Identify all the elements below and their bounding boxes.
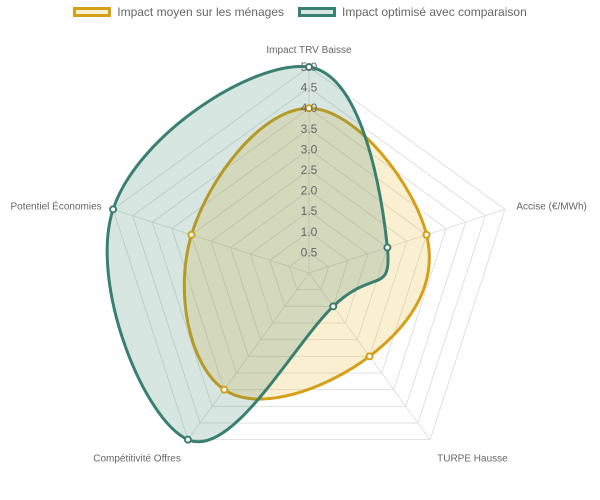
legend: Impact moyen sur les ménages Impact opti…	[0, 5, 600, 19]
tick-label-8: 4.0	[301, 101, 318, 115]
radar-tick-labels: 0.5 1.0 1.5 2.0 2.5 3.0 3.5 4.0 4.5 5.0	[301, 60, 318, 259]
grid-ring-8	[151, 107, 467, 407]
grid-ring-1	[288, 251, 330, 291]
legend-item-series-1[interactable]: Impact moyen sur les ménages	[73, 5, 284, 19]
series-2-point-3[interactable]	[329, 302, 338, 311]
grid-ring-5	[210, 169, 408, 357]
axis-label-1: Impact TRV Baisse	[266, 45, 352, 56]
legend-swatch-series-1	[73, 7, 112, 17]
tick-label-9: 4.5	[301, 81, 318, 95]
grid-ring-4	[230, 189, 388, 341]
series-1-point-2[interactable]	[422, 230, 431, 239]
grid-spoke-5	[112, 208, 310, 274]
legend-swatch-series-2	[298, 7, 336, 17]
series-1-point-1[interactable]	[305, 104, 313, 113]
series-1-point-4[interactable]	[220, 385, 229, 394]
grid-spoke-2	[308, 208, 506, 274]
legend-label-series-2: Impact optimisé avec comparaison	[342, 5, 527, 19]
radar-series-points	[109, 63, 431, 444]
grid-ring-3	[249, 210, 369, 324]
series-2-point-1[interactable]	[305, 63, 313, 71]
legend-label-series-1: Impact moyen sur les ménages	[117, 5, 284, 19]
series-2-point-4[interactable]	[183, 435, 192, 444]
grid-ring-9	[132, 86, 486, 424]
axis-label-2: Accise (€/MWh)	[516, 202, 587, 213]
tick-label-2: 1.0	[301, 225, 318, 239]
grid-ring-2	[269, 231, 349, 307]
axis-label-3: TURPE Hausse	[437, 453, 508, 464]
series-2-point-2[interactable]	[383, 243, 392, 252]
tick-label-3: 1.5	[301, 204, 318, 218]
radar-series-areas	[105, 64, 431, 444]
axis-label-4: Compétitivité Offres	[93, 453, 181, 464]
legend-item-series-2[interactable]: Impact optimisé avec comparaison	[298, 5, 527, 19]
radar-grid	[112, 66, 506, 441]
series-area-2	[105, 64, 390, 444]
grid-spoke-4	[187, 272, 310, 440]
grid-ring-6	[190, 148, 428, 374]
series-1-point-5[interactable]	[187, 230, 196, 239]
radar-axis-labels: Impact TRV Baisse Accise (€/MWh) TURPE Hau…	[10, 45, 586, 464]
tick-label-6: 3.0	[301, 142, 318, 156]
series-area-1	[182, 106, 431, 401]
tick-label-7: 3.5	[301, 122, 318, 136]
tick-label-10: 5.0	[301, 60, 318, 74]
tick-label-1: 0.5	[301, 245, 318, 259]
tick-label-4: 2.0	[301, 184, 318, 198]
series-1-point-3[interactable]	[365, 352, 374, 361]
series-2-point-5[interactable]	[109, 205, 118, 214]
tick-label-5: 2.5	[301, 163, 318, 177]
axis-label-5: Potentiel Économies	[10, 200, 101, 213]
grid-ring-10	[112, 66, 506, 441]
